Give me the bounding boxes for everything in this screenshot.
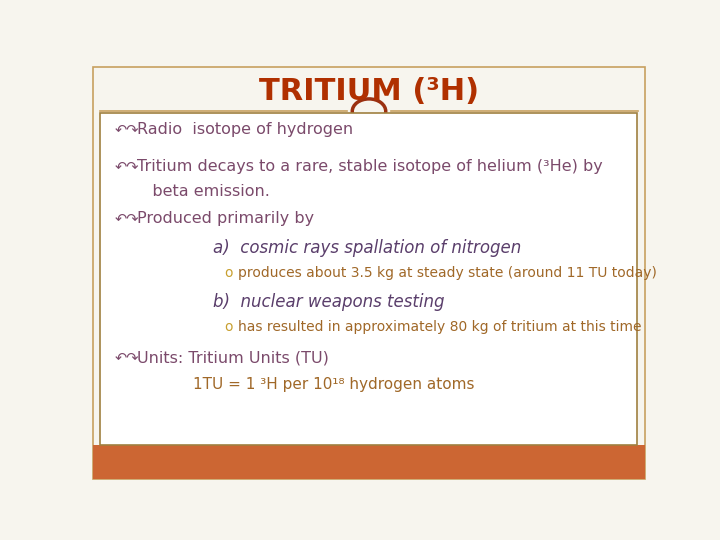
Text: a)  cosmic rays spallation of nitrogen: a) cosmic rays spallation of nitrogen xyxy=(213,239,521,256)
Text: ↶↷: ↶↷ xyxy=(115,211,140,226)
Text: TRITIUM (³H): TRITIUM (³H) xyxy=(259,77,479,106)
Text: produces about 3.5 kg at steady state (around 11 TU today): produces about 3.5 kg at steady state (a… xyxy=(238,266,657,280)
Text: o: o xyxy=(224,320,233,334)
Text: beta emission.: beta emission. xyxy=(138,184,270,199)
Text: Tritium decays to a rare, stable isotope of helium (³He) by: Tritium decays to a rare, stable isotope… xyxy=(138,159,603,174)
Text: ↶↷: ↶↷ xyxy=(115,159,140,174)
Text: Units: Tritium Units (TU): Units: Tritium Units (TU) xyxy=(138,350,329,366)
FancyBboxPatch shape xyxy=(93,446,645,478)
Text: 1TU = 1 ³H per 10¹⁸ hydrogen atoms: 1TU = 1 ³H per 10¹⁸ hydrogen atoms xyxy=(193,377,474,393)
Text: b)  nuclear weapons testing: b) nuclear weapons testing xyxy=(213,293,444,311)
Text: o: o xyxy=(224,266,233,280)
Text: ↶↷: ↶↷ xyxy=(115,350,140,366)
FancyBboxPatch shape xyxy=(100,113,637,446)
Text: has resulted in approximately 80 kg of tritium at this time: has resulted in approximately 80 kg of t… xyxy=(238,320,642,334)
Text: ↶↷: ↶↷ xyxy=(115,122,140,137)
Text: Radio  isotope of hydrogen: Radio isotope of hydrogen xyxy=(138,122,354,137)
Text: Produced primarily by: Produced primarily by xyxy=(138,211,315,226)
